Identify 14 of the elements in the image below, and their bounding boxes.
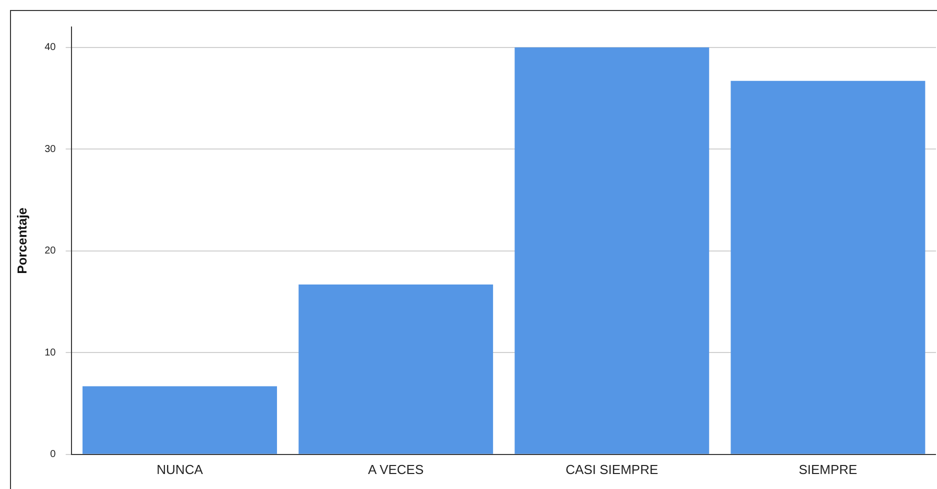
y-tick-label: 30 bbox=[44, 144, 56, 155]
bar bbox=[298, 284, 494, 454]
bar bbox=[514, 47, 710, 454]
y-tick-label: 0 bbox=[50, 449, 56, 460]
y-tick-label: 40 bbox=[44, 42, 56, 54]
x-tick-label: NUNCA bbox=[156, 462, 204, 477]
x-tick-label: A VECES bbox=[368, 462, 424, 477]
x-tick-label: SIEMPRE bbox=[798, 462, 858, 477]
bar bbox=[82, 386, 277, 454]
y-axis-title: Porcentaje bbox=[14, 207, 30, 274]
y-tick-label: 10 bbox=[44, 347, 56, 358]
x-tick-label: CASI SIEMPRE bbox=[566, 462, 658, 477]
bar bbox=[730, 80, 926, 454]
y-tick-label: 20 bbox=[44, 246, 56, 257]
